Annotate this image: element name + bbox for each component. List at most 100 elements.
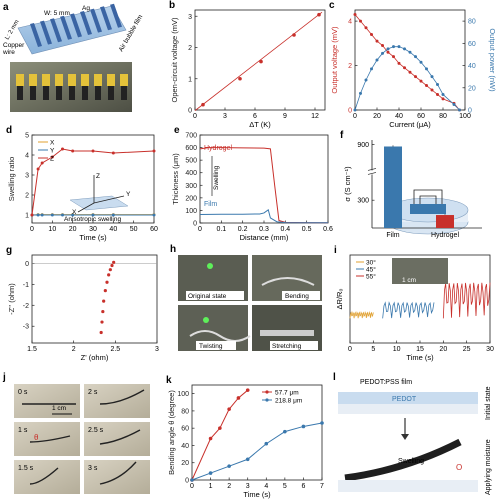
data-point-Z <box>37 168 40 171</box>
power-line <box>355 47 460 110</box>
data-point <box>109 268 112 271</box>
photo-electrode-7 <box>107 74 115 86</box>
x-tick-label-e: 0 <box>198 226 202 233</box>
series-line <box>192 390 248 480</box>
power-point <box>425 67 428 70</box>
oxygen-label: O <box>456 463 462 472</box>
y-tick-label-c: 2 <box>348 63 352 70</box>
photo-connector-4 <box>69 86 75 100</box>
frame-label-2s: 2 s <box>88 389 98 396</box>
power-point <box>453 103 456 106</box>
power-point <box>398 45 401 48</box>
y-tick-label-c: 4 <box>348 19 352 26</box>
power-point <box>442 93 445 96</box>
legend-label: 57.7 μm <box>275 390 299 397</box>
y-tick-label-d: 2 <box>25 193 29 200</box>
voltage-point <box>392 55 395 58</box>
film-annotation: Film <box>204 201 217 208</box>
voltage-point <box>359 20 362 23</box>
photo-connector-7 <box>108 86 114 100</box>
caption-twisting: Twisting <box>199 343 223 350</box>
data-point <box>246 457 250 461</box>
panel-h: h Original state Bending Twisting Stretc… <box>170 244 322 351</box>
power-point <box>458 109 461 112</box>
power-point <box>403 47 406 50</box>
y-tick-label-k: 40 <box>181 443 189 450</box>
voltage-point <box>420 80 423 83</box>
x-tick-label-d: 50 <box>130 226 138 233</box>
x-axis-label-k: Time (s) <box>243 490 271 499</box>
caption-bending: Bending <box>285 293 309 300</box>
x-axis-label-d: Time (s) <box>79 233 107 242</box>
pedot-label: PEDOT <box>392 396 417 403</box>
photo-electrode-1 <box>29 74 37 86</box>
photo-electrode-0 <box>16 74 24 86</box>
photo-connector-1 <box>30 86 36 100</box>
photo-electrode-5 <box>81 74 89 86</box>
data-point <box>259 60 263 64</box>
data-point-Z <box>92 150 95 153</box>
panel-l: l PEDOT:PSS film PEDOT Initial state Swe… <box>333 372 492 495</box>
y-axis-label-d: Swelling ratio <box>7 157 16 202</box>
theta-label: θ <box>34 433 39 442</box>
y-axis-label: ΔR/R₀ <box>335 288 344 309</box>
legend-label-30°: 30° <box>366 259 376 267</box>
sample-plate <box>410 204 446 214</box>
y2-tick-label: 0 <box>468 108 472 115</box>
data-point <box>317 13 321 17</box>
caption-stretching: Stretching <box>272 343 302 350</box>
voltage-point <box>436 93 439 96</box>
series-line-30° <box>350 312 373 318</box>
photo-connector-8 <box>121 86 127 100</box>
x-tick-label-k: 2 <box>227 483 231 490</box>
y-tick-label-d: 1 <box>25 213 29 220</box>
led-2 <box>203 317 209 323</box>
series-line-55° <box>443 283 490 319</box>
y2-axis-label: Output power (nW) <box>488 28 497 92</box>
swelling-annotation: Swelling <box>213 165 220 190</box>
photo-connector-3 <box>56 86 62 100</box>
panel-letter-f: f <box>340 130 344 141</box>
x-tick-label-b: 12 <box>311 113 319 120</box>
legend-label: 218.8 μm <box>275 398 302 405</box>
legend-label-X: X <box>50 140 55 147</box>
length-label: L: 2 mm <box>5 19 21 41</box>
y2-tick-label: 20 <box>468 85 476 92</box>
series-line <box>192 423 322 480</box>
y-tick-label-e: 500 <box>185 158 197 165</box>
voltage-point <box>370 33 373 36</box>
data-point <box>102 299 105 302</box>
y-tick-label-g: 0 <box>25 261 29 268</box>
y-tick-label-g: -3 <box>23 324 29 331</box>
x-tick-label-d: 20 <box>69 226 77 233</box>
led-1 <box>207 263 213 269</box>
category-label-Film: Film <box>386 232 399 239</box>
data-point-Y <box>51 214 54 217</box>
panel-letter-a: a <box>3 2 9 13</box>
x-tick-label-d: 10 <box>48 226 56 233</box>
initial-state-label: Initial state <box>485 386 492 420</box>
x-tick-label-c: 20 <box>373 113 381 120</box>
y-tick-label-c: 0 <box>348 108 352 115</box>
x-tick-label-c: 40 <box>395 113 403 120</box>
legend-label-45°: 45° <box>366 266 376 274</box>
data-point <box>237 396 241 400</box>
panel-letter-g: g <box>6 245 12 256</box>
data-point <box>246 388 250 392</box>
x-tick-label-g: 2.5 <box>110 346 120 353</box>
power-point <box>431 75 434 78</box>
y-tick-label-b: 3 <box>188 14 192 21</box>
y-tick-label-b: 1 <box>188 76 192 83</box>
y-tick-label-d: 5 <box>25 133 29 140</box>
panel-j: j 0 s 2 s 1 s 2.5 s 1.5 s 3 s 1 cm θ <box>2 372 150 494</box>
panel-letter-i: i <box>334 245 337 256</box>
x-tick-label-c: 60 <box>417 113 425 120</box>
data-point <box>112 261 115 264</box>
x-tick-label-e: 0.4 <box>280 226 290 233</box>
